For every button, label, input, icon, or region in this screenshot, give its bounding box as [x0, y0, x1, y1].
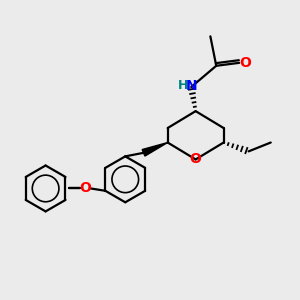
Text: O: O: [190, 152, 202, 167]
Text: H: H: [178, 79, 188, 92]
Text: N: N: [186, 79, 198, 92]
Text: O: O: [80, 182, 91, 196]
Polygon shape: [142, 142, 168, 156]
Text: O: O: [239, 56, 251, 70]
